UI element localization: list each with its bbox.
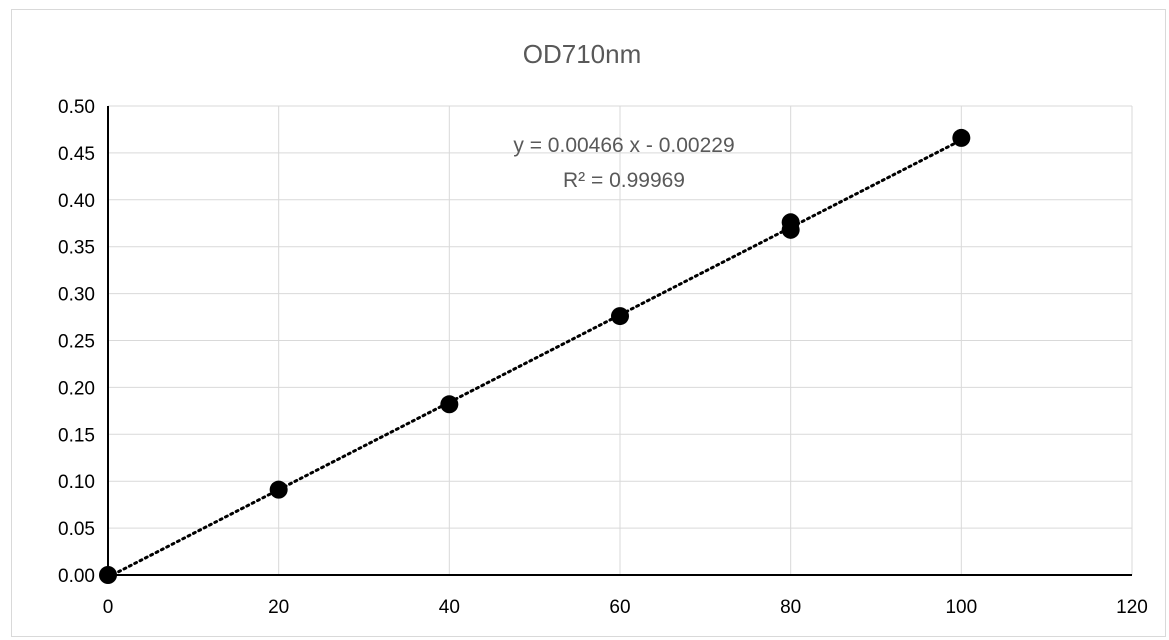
x-tick-label: 40	[439, 597, 460, 618]
data-point	[781, 220, 800, 239]
y-tick-label: 0.35	[58, 238, 95, 259]
trendline-r-squared: R² = 0.99969	[563, 169, 685, 192]
y-tick-label: 0.15	[58, 425, 95, 446]
y-tick-label: 0.20	[58, 378, 95, 399]
x-tick-label: 80	[780, 597, 801, 618]
axes	[107, 106, 1132, 576]
x-axis-tick-labels: 0 20 40 60 80 100 120	[103, 597, 1148, 618]
data-point	[611, 307, 629, 326]
x-tick-label: 100	[945, 597, 977, 618]
data-points	[99, 128, 971, 584]
y-axis-tick-labels: 0.00 0.05 0.10 0.15 0.20 0.25 0.30 0.35 0.40 0.45…	[58, 97, 95, 587]
y-tick-label: 0.30	[58, 285, 95, 306]
trendline-equation: y = 0.00466 x - 0.00229	[513, 134, 734, 157]
data-point	[440, 395, 459, 414]
x-tick-label: 0	[103, 597, 114, 618]
y-tick-label: 0.05	[58, 519, 95, 540]
y-tick-label: 0.50	[58, 97, 95, 118]
y-tick-label: 0.40	[58, 191, 95, 212]
trendline	[106, 138, 963, 579]
y-tick-label: 0.00	[58, 566, 95, 587]
data-point	[99, 566, 117, 584]
chart-frame	[11, 9, 1166, 637]
grid-lines	[108, 105, 1133, 575]
x-tick-label: 60	[609, 597, 630, 618]
y-tick-label: 0.25	[58, 332, 95, 353]
trendline-line	[106, 138, 963, 579]
chart-title: OD710nm	[523, 39, 642, 69]
x-tick-label: 20	[268, 597, 289, 618]
y-tick-label: 0.45	[58, 144, 95, 165]
data-point	[952, 128, 971, 147]
y-tick-label: 0.10	[58, 472, 95, 493]
x-tick-label: 120	[1116, 597, 1148, 618]
data-point	[269, 480, 288, 499]
